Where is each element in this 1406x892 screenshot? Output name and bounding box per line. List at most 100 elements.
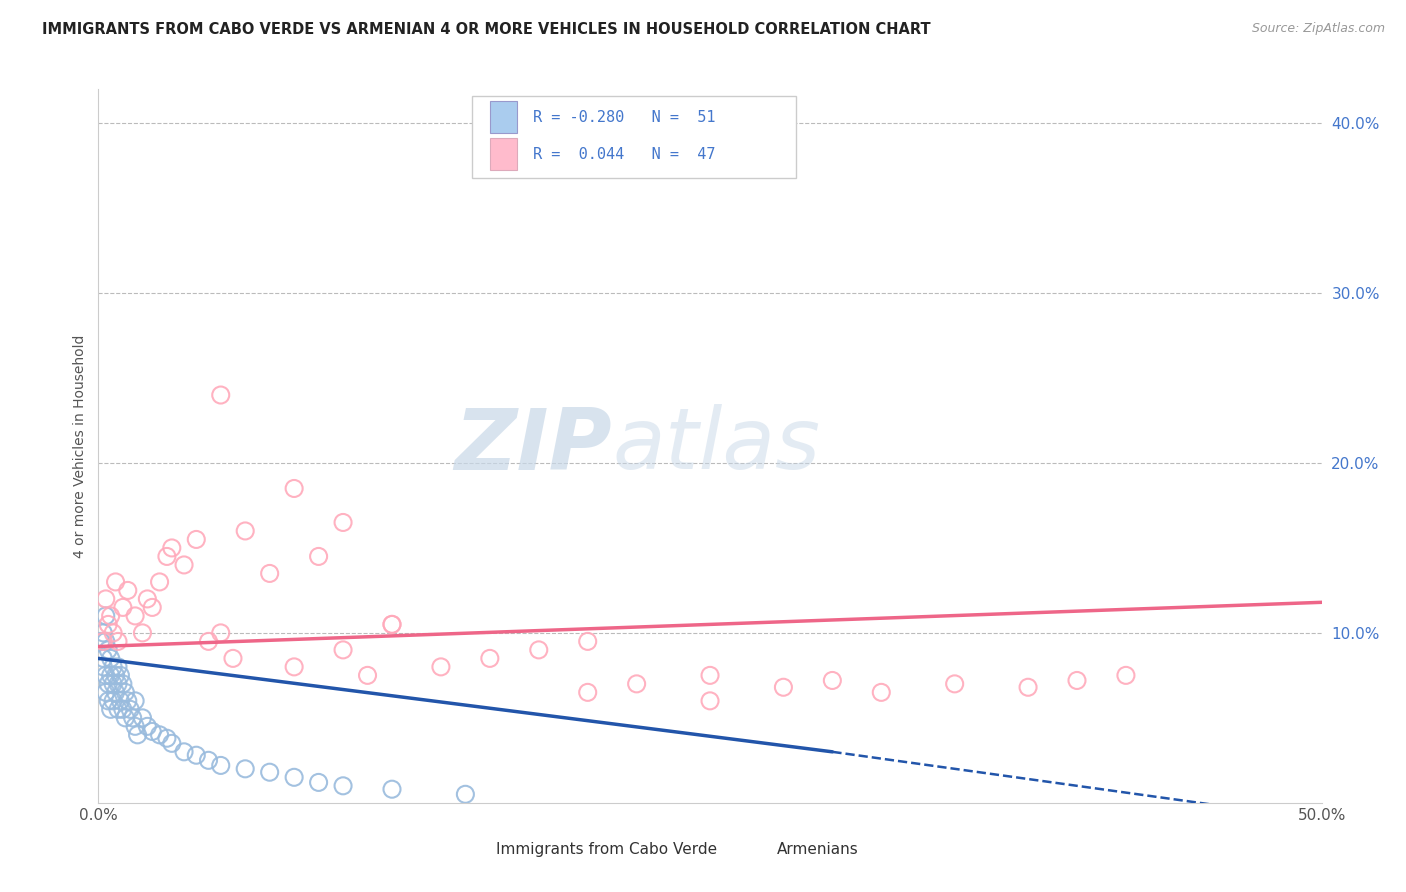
Point: [173, 558, 195, 572]
Point: [308, 775, 330, 789]
Point: [430, 660, 453, 674]
Point: [127, 728, 149, 742]
Point: [131, 626, 153, 640]
Text: atlas: atlas: [612, 404, 820, 488]
Bar: [489, 102, 517, 134]
Point: [197, 753, 219, 767]
Point: [111, 600, 134, 615]
Point: [332, 779, 354, 793]
Point: [173, 745, 195, 759]
Point: [1066, 673, 1088, 688]
Text: R =  0.044   N =  47: R = 0.044 N = 47: [533, 146, 716, 161]
Point: [97, 617, 120, 632]
Point: [156, 731, 179, 746]
Point: [1115, 668, 1137, 682]
Point: [1017, 680, 1039, 694]
Text: Immigrants from Cabo Verde: Immigrants from Cabo Verde: [496, 842, 717, 856]
Text: R = -0.280   N =  51: R = -0.280 N = 51: [533, 111, 716, 125]
Point: [104, 668, 127, 682]
Text: IMMIGRANTS FROM CABO VERDE VS ARMENIAN 4 OR MORE VEHICLES IN HOUSEHOLD CORRELATI: IMMIGRANTS FROM CABO VERDE VS ARMENIAN 4…: [42, 22, 931, 37]
Point: [117, 583, 139, 598]
Point: [124, 719, 146, 733]
Point: [131, 711, 153, 725]
Point: [381, 617, 404, 632]
Point: [283, 482, 305, 496]
Point: [209, 758, 232, 772]
Point: [101, 677, 124, 691]
Point: [104, 685, 127, 699]
Point: [233, 524, 256, 538]
Point: [527, 643, 550, 657]
Point: [699, 668, 721, 682]
Point: [308, 549, 330, 564]
Point: [356, 668, 378, 682]
Point: [259, 566, 281, 581]
Point: [576, 685, 599, 699]
Point: [97, 694, 120, 708]
Bar: [489, 137, 517, 169]
Point: [332, 643, 354, 657]
Point: [100, 668, 122, 682]
Point: [772, 680, 794, 694]
Point: [576, 634, 599, 648]
Point: [209, 626, 232, 640]
Y-axis label: 4 or more Vehicles in Household: 4 or more Vehicles in Household: [73, 334, 87, 558]
Point: [107, 660, 129, 674]
Point: [100, 608, 122, 623]
Point: [156, 549, 179, 564]
Point: [110, 668, 132, 682]
Point: [107, 702, 129, 716]
Point: [94, 685, 117, 699]
Point: [104, 574, 127, 589]
Point: [259, 765, 281, 780]
Point: [222, 651, 245, 665]
Point: [97, 643, 120, 657]
Bar: [741, 837, 768, 862]
Point: [94, 608, 117, 623]
Point: [110, 694, 132, 708]
Point: [699, 694, 721, 708]
Point: [149, 574, 172, 589]
Point: [94, 591, 117, 606]
Point: [107, 677, 129, 691]
Point: [870, 685, 893, 699]
Point: [478, 651, 501, 665]
Point: [124, 608, 146, 623]
Bar: [460, 837, 486, 862]
Point: [91, 651, 114, 665]
Point: [101, 660, 124, 674]
Point: [90, 634, 112, 648]
Point: [136, 591, 159, 606]
Point: [120, 702, 142, 716]
Point: [197, 634, 219, 648]
Point: [283, 770, 305, 784]
Point: [233, 762, 256, 776]
Bar: [471, 96, 796, 178]
Point: [111, 677, 134, 691]
Point: [117, 694, 139, 708]
Point: [101, 694, 124, 708]
Point: [141, 600, 163, 615]
Point: [91, 660, 114, 674]
Point: [160, 736, 183, 750]
Point: [100, 702, 122, 716]
Point: [381, 617, 404, 632]
Text: Source: ZipAtlas.com: Source: ZipAtlas.com: [1251, 22, 1385, 36]
Point: [454, 787, 477, 801]
Point: [91, 634, 114, 648]
Point: [626, 677, 648, 691]
Point: [101, 626, 124, 640]
Text: Armenians: Armenians: [778, 842, 859, 856]
Point: [209, 388, 232, 402]
Point: [186, 748, 208, 763]
Point: [121, 711, 143, 725]
Point: [160, 541, 183, 555]
Point: [94, 668, 117, 682]
Point: [97, 677, 120, 691]
Point: [100, 651, 122, 665]
Point: [332, 516, 354, 530]
Point: [124, 694, 146, 708]
Point: [186, 533, 208, 547]
Point: [91, 626, 114, 640]
Text: ZIP: ZIP: [454, 404, 612, 488]
